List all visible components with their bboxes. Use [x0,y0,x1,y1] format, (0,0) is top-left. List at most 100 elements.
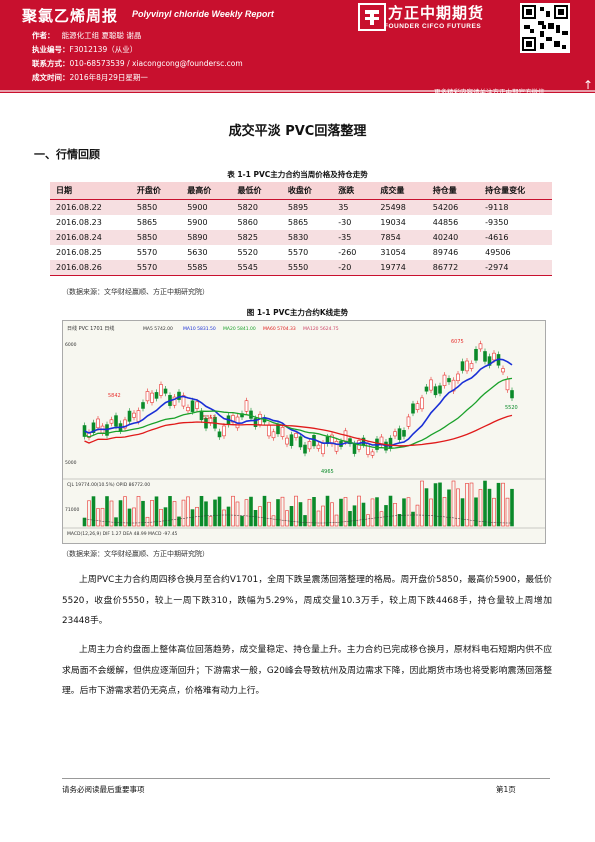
candle-body [447,378,451,383]
ma-legend-item: MA120 5624.75 [303,326,339,332]
volume-axis-label: 71000 [65,507,79,513]
volume-bar [109,500,114,527]
price-annotation: 6075 [451,339,464,345]
table-cell: -9118 [479,199,552,215]
candle-body [438,385,442,394]
col-header: 持仓量变化 [479,182,552,200]
volume-bar [262,495,267,527]
volume-bar [424,488,429,527]
candle-body [415,403,420,410]
price-table: 日期 开盘价 最高价 最低价 收盘价 涨跌 成交量 持仓量 持仓量变化 2016… [50,182,552,276]
candle-body [145,391,150,402]
section-title: 一、行情回顾 [34,148,100,161]
candle-body [478,343,483,350]
volume-bar [294,495,298,527]
volume-bar [298,502,303,527]
report-subtitle: Polyvinyl chloride Weekly Report [132,9,274,19]
table-cell: 5520 [237,248,258,257]
volume-bar [172,501,177,527]
volume-bar [244,499,249,527]
candle-body [150,392,154,403]
candle-body [352,443,357,454]
col-header: 涨跌 [332,182,375,200]
volume-bar [411,511,415,527]
volume-bar [177,516,181,527]
volume-bar [303,515,307,527]
ma-legend-item: MA10 5831.50 [183,326,216,332]
candle-body [123,419,127,429]
volume-bar [474,497,478,527]
table-cell: 54206 [426,199,480,215]
volume-bar [96,508,100,527]
ma-line-blue [84,358,513,447]
volume-bar [465,483,469,527]
volume-bar [357,495,361,527]
table-row: 2016.08.25 5570 5630 5520 5570 -260 31054 89746… [50,245,552,260]
candle-body [505,378,510,391]
volume-bar [136,496,141,527]
volume-bar [226,506,231,527]
volume-bar [114,517,118,527]
candle-body [334,441,339,452]
candle-body [492,352,496,361]
candle-body [154,392,159,399]
qr-code-icon [520,3,570,53]
ma-line-green [84,377,513,450]
table-cell: 2016.08.22 [50,199,131,215]
candle-body [181,395,186,407]
candle-body [442,374,447,386]
candle-body [370,451,375,456]
volume-bar [366,514,370,527]
candle-body [321,442,325,455]
volume-bar [379,511,384,527]
table-cell: 2016.08.25 [56,248,102,257]
volume-bar [501,482,505,527]
contact-line: 联系方式：010-68573539 / xiacongcong@founders… [32,59,243,68]
candle-body [186,407,190,412]
volume-bar [150,500,154,527]
volume-bar [141,500,145,527]
candle-body [397,428,402,440]
volume-bar [325,495,330,527]
macd-line [84,514,512,524]
candle-body [141,402,145,409]
candle-body [406,416,411,427]
candle-body [348,438,352,445]
volume-bar [420,480,424,527]
volume-bar [280,496,285,527]
table-cell: -4616 [479,230,552,245]
candle-body [316,444,321,449]
volume-bar [123,496,127,527]
table-cell: 5550 [281,260,333,276]
col-header: 日期 [50,182,131,200]
volume-bar [384,505,388,527]
table-cell: -30 [338,218,352,227]
volume-bar [285,510,289,527]
volume-bar [186,496,190,527]
author-line: 作者： 能源化工组 夏聪聪 谢晶 [32,31,142,40]
volume-bar [190,509,195,527]
table-cell: 5820 [231,199,282,215]
candle-body [424,386,429,392]
table-cell: 5630 [187,248,208,257]
volume-bar [330,502,334,527]
table-cell: 5900 [187,218,208,227]
candle-body [456,373,460,382]
volume-bar [82,517,87,527]
candle-body [289,434,294,446]
volume-bar [168,496,172,527]
volume-bar [249,496,253,527]
volume-bar [132,507,136,527]
arrow-up-icon: ↑ [583,78,594,92]
volume-bar [433,483,438,527]
candle-body [465,360,469,372]
macd-legend: MACD(12,26,9) DIF 1.27 DEA 48.99 MACD -9… [67,531,178,537]
candle-body [276,424,280,435]
candle-body [420,397,424,410]
table-cell: 40240 [426,230,480,245]
candle-body [271,431,276,439]
volume-bar [370,498,375,527]
candle-body [253,418,258,427]
volume-bar [393,502,397,527]
candle-body [217,431,222,438]
